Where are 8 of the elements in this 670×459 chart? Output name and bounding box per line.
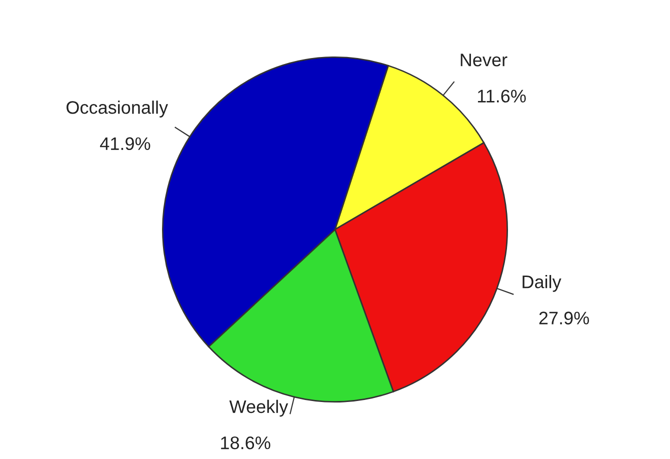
data-label: 11.6% xyxy=(478,90,526,103)
data-label: 18.6% xyxy=(221,436,270,450)
slice-label: Weekly xyxy=(229,400,288,417)
data-label: 27.9% xyxy=(539,312,589,324)
slice-label: Daily xyxy=(522,275,562,292)
slice-label: Occasionally xyxy=(66,100,168,118)
slice-label: Never xyxy=(460,54,508,66)
data-label: 41.9% xyxy=(100,137,150,150)
